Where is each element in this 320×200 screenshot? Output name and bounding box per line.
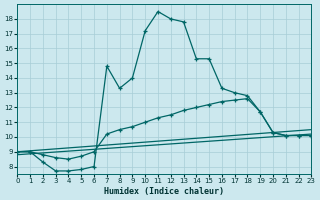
X-axis label: Humidex (Indice chaleur): Humidex (Indice chaleur) <box>104 187 224 196</box>
